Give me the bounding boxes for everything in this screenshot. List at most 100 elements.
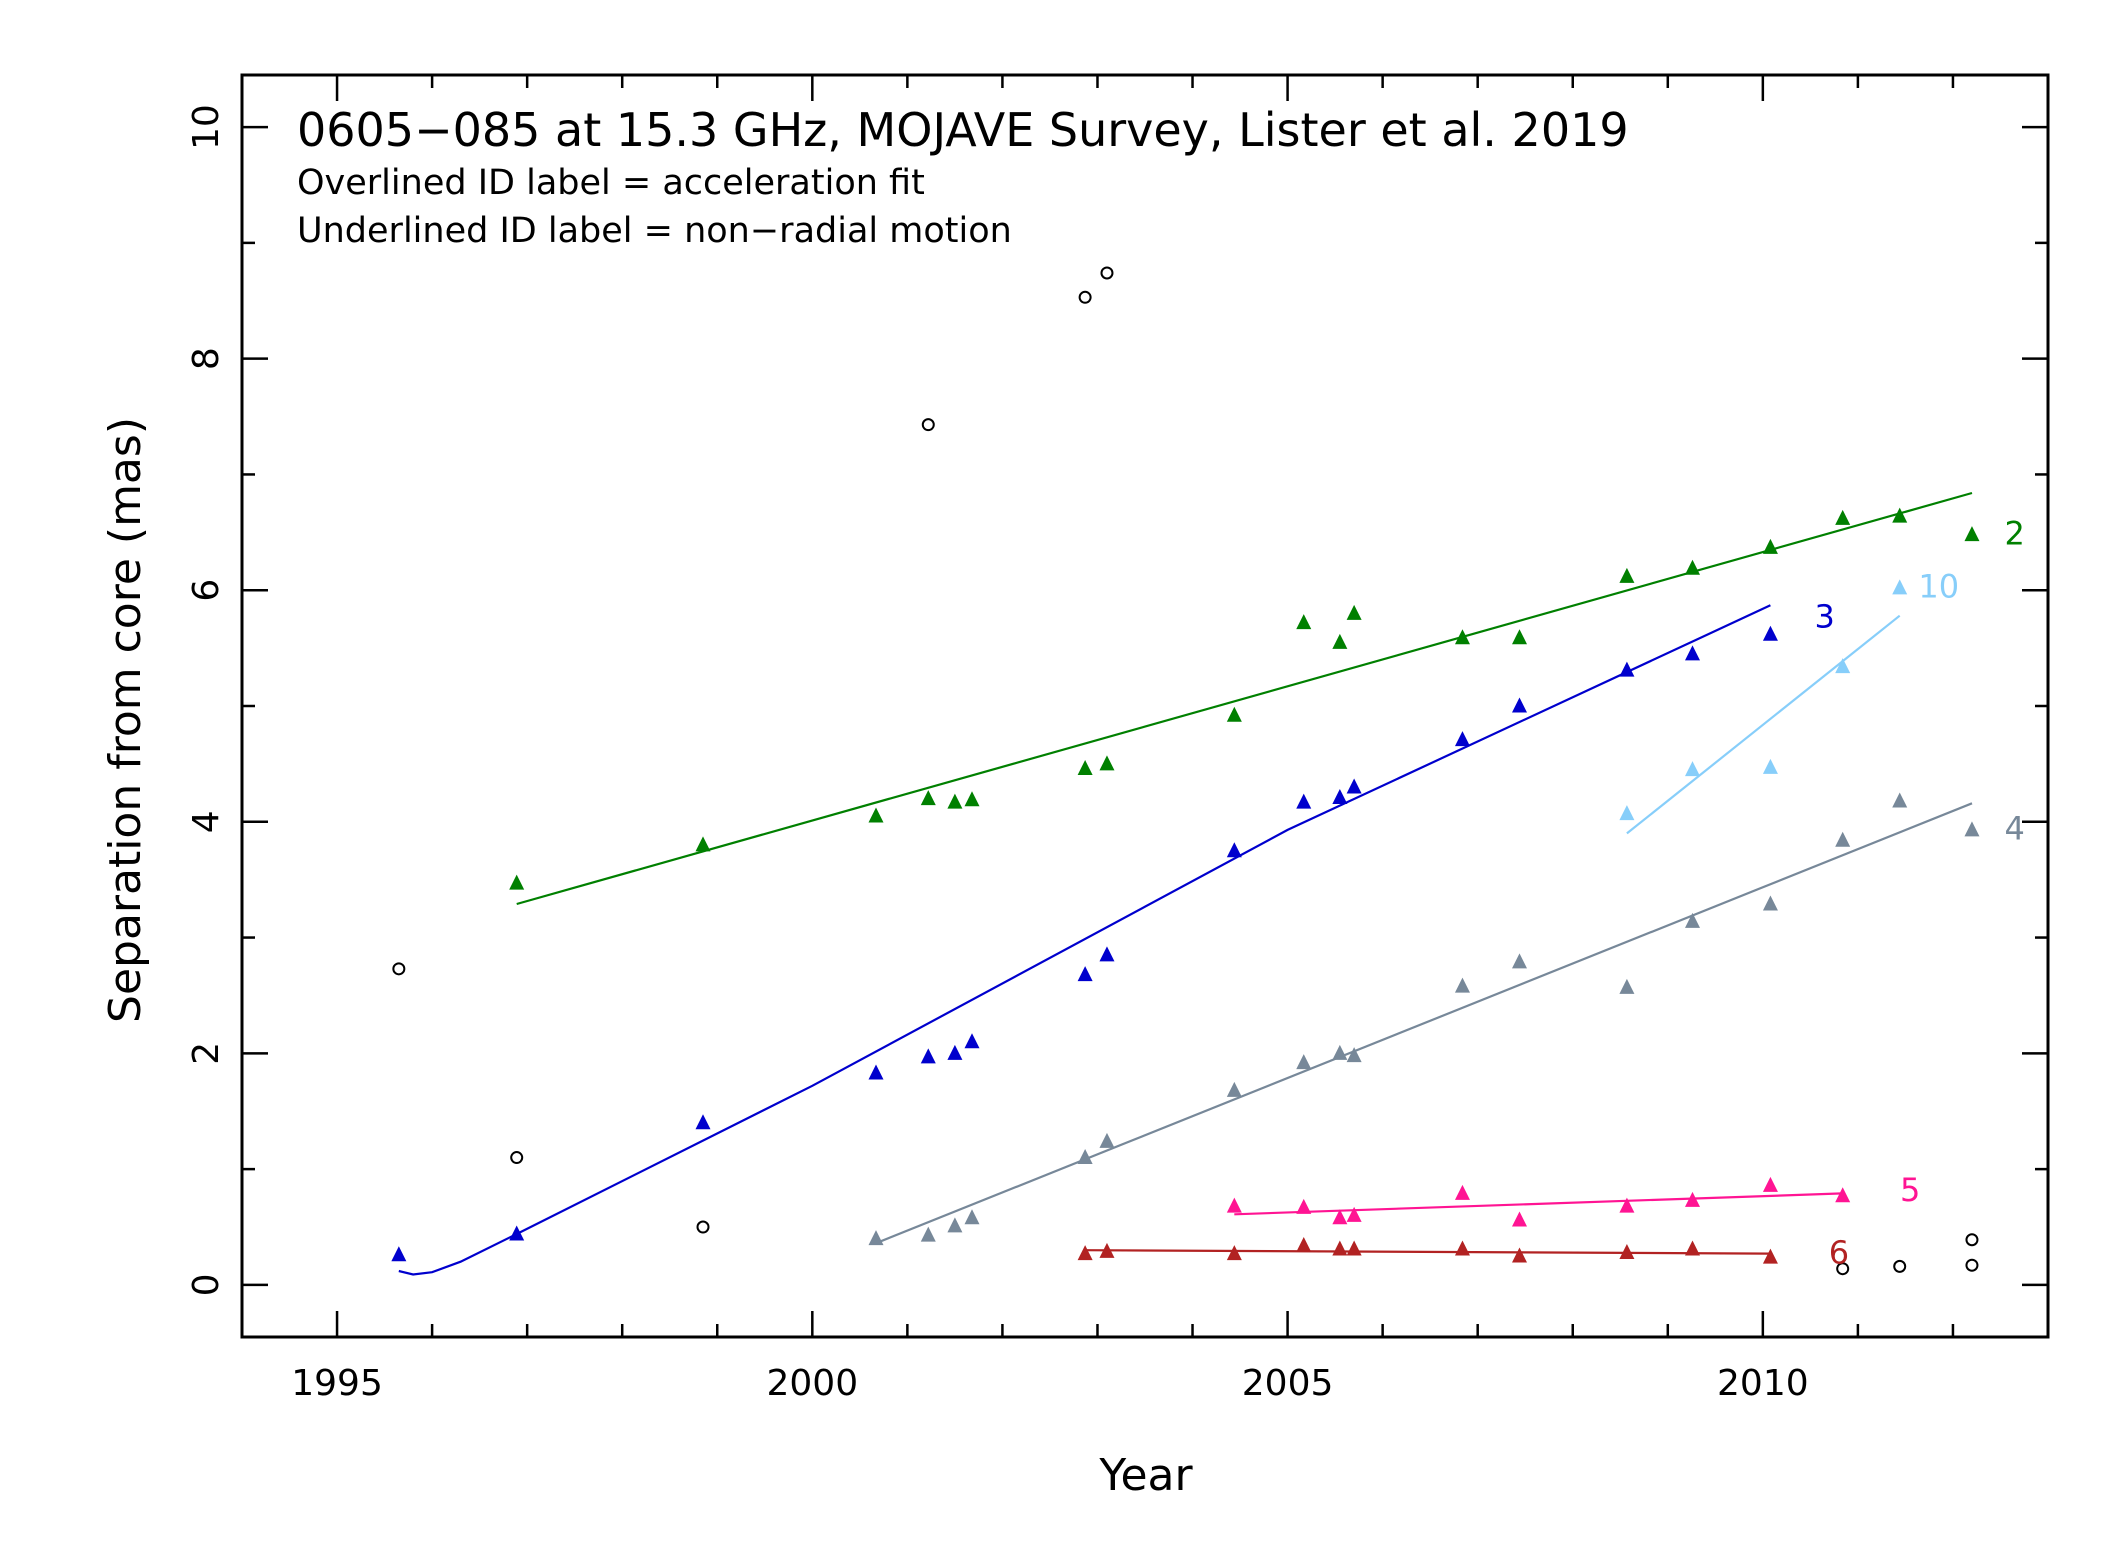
open-circle-point <box>1965 1233 1979 1247</box>
triangle-point-3 <box>695 1114 711 1130</box>
y-tick-label: 8 <box>186 347 227 370</box>
triangle-point-6 <box>1332 1240 1348 1256</box>
triangle-point-2 <box>1835 509 1851 525</box>
triangle-point-3 <box>1762 625 1778 641</box>
triangle-point-2 <box>1346 604 1362 620</box>
series-id-label-5: 5 <box>1900 1171 1920 1209</box>
y-axis-label: Separation from core (mas) <box>100 417 151 1023</box>
triangle-point-10 <box>1685 761 1701 777</box>
triangle-point-4 <box>1296 1054 1312 1070</box>
triangle-point-4 <box>1964 821 1980 837</box>
fit-lines <box>398 491 1973 1276</box>
triangle-point-4 <box>1454 977 1470 993</box>
triangle-point-10 <box>1762 758 1778 774</box>
triangle-point-3 <box>1619 661 1635 677</box>
triangle-point-5 <box>1762 1176 1778 1192</box>
triangle-point-10 <box>1835 658 1851 674</box>
triangle-point-3 <box>1226 842 1242 858</box>
open-circle-point <box>696 1220 710 1234</box>
triangle-point-6 <box>1512 1247 1528 1263</box>
triangle-point-6 <box>1296 1237 1312 1253</box>
triangle-point-3 <box>920 1048 936 1064</box>
triangle-point-5 <box>1346 1206 1362 1222</box>
triangle-point-3 <box>1332 788 1348 804</box>
triangle-point-5 <box>1454 1184 1470 1200</box>
triangle-point-4 <box>1892 792 1908 808</box>
triangle-point-6 <box>1619 1243 1635 1259</box>
open-circle-point <box>392 962 406 976</box>
triangle-point-4 <box>1099 1132 1115 1148</box>
triangle-point-2 <box>868 807 884 823</box>
open-circle-point <box>1078 290 1092 304</box>
triangle-point-6 <box>1685 1240 1701 1256</box>
triangle-point-2 <box>1454 629 1470 645</box>
triangle-point-2 <box>920 790 936 806</box>
fit-line-2 <box>516 491 1973 906</box>
axes: 1995 2000 2005 2010 0 2 4 6 8 10 <box>186 73 2050 1404</box>
triangle-point-2 <box>947 793 963 809</box>
triangle-point-5 <box>1226 1197 1242 1213</box>
triangle-point-4 <box>1346 1047 1362 1063</box>
series-id-label-10: 10 <box>1918 568 1959 606</box>
triangle-point-5 <box>1512 1211 1528 1227</box>
open-circle-point <box>921 418 935 432</box>
chart-title: 0605−085 at 15.3 GHz, MOJAVE Survey, Lis… <box>297 103 1629 157</box>
open-circle-point <box>510 1151 524 1165</box>
triangle-point-4 <box>947 1217 963 1233</box>
triangle-point-2 <box>509 874 525 890</box>
triangle-point-4 <box>1077 1149 1093 1165</box>
fit-line-3 <box>398 604 1771 1276</box>
triangle-point-5 <box>1332 1209 1348 1225</box>
open-circle-point <box>1100 266 1114 280</box>
y-tick-label: 4 <box>186 810 227 833</box>
triangle-point-6 <box>1077 1245 1093 1261</box>
triangle-point-4 <box>868 1230 884 1246</box>
triangle-point-10 <box>1619 805 1635 821</box>
x-tick-label: 2005 <box>1242 1363 1334 1404</box>
series-labels: 2 3 10 4 5 6 <box>1814 514 2024 1271</box>
triangle-point-3 <box>964 1033 980 1049</box>
series-id-label-3: 3 <box>1814 598 1834 636</box>
triangle-point-2 <box>1077 760 1093 776</box>
triangle-point-4 <box>964 1209 980 1225</box>
triangle-point-5 <box>1685 1191 1701 1207</box>
triangle-point-3 <box>947 1044 963 1060</box>
triangle-point-4 <box>1835 831 1851 847</box>
fit-line-6 <box>1085 1249 1771 1255</box>
open-circle-point <box>1893 1259 1907 1273</box>
triangle-point-3 <box>1296 793 1312 809</box>
triangle-point-4 <box>1512 953 1528 969</box>
fit-line-5 <box>1234 1192 1843 1216</box>
triangle-point-6 <box>1099 1242 1115 1258</box>
triangle-point-3 <box>1099 946 1115 962</box>
triangle-point-4 <box>1685 912 1701 928</box>
triangle-point-3 <box>868 1064 884 1080</box>
y-tick-label: 0 <box>186 1273 227 1296</box>
triangle-point-2 <box>1296 614 1312 630</box>
triangle-point-2 <box>1099 755 1115 771</box>
triangle-point-2 <box>1619 567 1635 583</box>
triangle-point-2 <box>1512 629 1528 645</box>
fit-line-10 <box>1626 614 1901 835</box>
x-tick-label: 2000 <box>767 1363 859 1404</box>
y-tick-label: 10 <box>186 104 227 150</box>
series-id-label-4: 4 <box>2005 810 2025 848</box>
triangle-point-5 <box>1619 1197 1635 1213</box>
triangle-point-3 <box>509 1225 525 1241</box>
triangle-point-3 <box>1685 645 1701 661</box>
triangle-point-2 <box>1332 633 1348 649</box>
triangle-point-2 <box>695 836 711 852</box>
data-points <box>391 266 1980 1276</box>
triangle-point-4 <box>1762 895 1778 911</box>
triangle-point-3 <box>1346 778 1362 794</box>
triangle-point-6 <box>1762 1248 1778 1264</box>
triangle-point-2 <box>1685 559 1701 575</box>
open-circle-point <box>1965 1258 1979 1272</box>
annotation-non-radial: Underlined ID label = non−radial motion <box>297 211 1012 251</box>
triangle-point-3 <box>1077 966 1093 982</box>
triangle-point-5 <box>1835 1187 1851 1203</box>
triangle-point-2 <box>964 791 980 807</box>
x-axis-label: Year <box>1098 1450 1193 1501</box>
triangle-point-2 <box>1964 526 1980 542</box>
